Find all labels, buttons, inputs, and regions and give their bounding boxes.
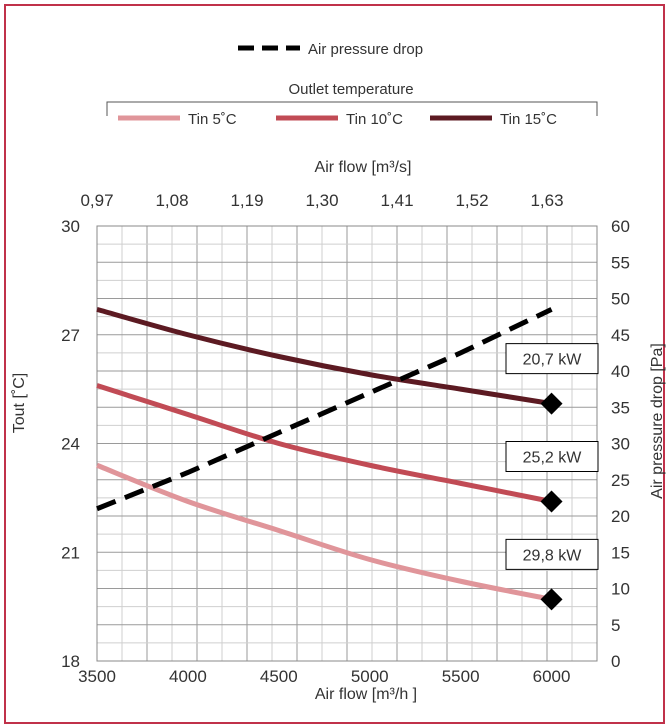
y2-tick-label: 60 [611, 217, 630, 236]
x2-tick-label: 1,08 [155, 191, 188, 210]
annotation-label: 20,7 kW [523, 352, 583, 369]
y2-tick-label: 35 [611, 398, 630, 417]
annotation-label: 25,2 kW [523, 450, 583, 467]
y2-tick-label: 10 [611, 580, 630, 599]
y-tick-label: 27 [61, 326, 80, 345]
y2-tick-label: 20 [611, 507, 630, 526]
y2-tick-label: 0 [611, 652, 620, 671]
x2-tick-label: 1,41 [380, 191, 413, 210]
legend-item-label: Tin 15˚C [500, 111, 557, 128]
y2-tick-label: 15 [611, 543, 630, 562]
legend-group-bracket [106, 101, 598, 116]
series-line [96, 383, 553, 504]
x2-tick-label: 1,30 [305, 191, 338, 210]
y-tick-label: 18 [61, 652, 80, 671]
legend-items: Tin 5˚C Tin 10˚C Tin 15˚C [118, 111, 557, 128]
x2-axis-title: Air flow [m³/s] [315, 159, 412, 176]
legend-item-label: Tin 10˚C [346, 111, 403, 128]
legend-item-label: Tin 5˚C [188, 111, 237, 128]
y-tick-label: 30 [61, 217, 80, 236]
annotations: 20,7 kW 25,2 kW 29,8 kW [505, 343, 599, 611]
y2-tick-label: 55 [611, 253, 630, 272]
x2-tick-label: 0,97 [80, 191, 113, 210]
y-tick-label: 21 [61, 543, 80, 562]
annotation-box [505, 343, 599, 375]
y2-tick-label: 40 [611, 362, 630, 381]
x2-tick-label: 1,63 [530, 191, 563, 210]
x-tick-label: 3500 [78, 667, 116, 686]
x-tick-label: 4000 [169, 667, 207, 686]
chart-frame: Air pressure drop Outlet temperature Tin… [4, 4, 666, 724]
x-tick-label: 5000 [351, 667, 389, 686]
x2-tick-label: 1,52 [455, 191, 488, 210]
series-line [96, 306, 552, 407]
outlet-temperature-chart: Air pressure drop Outlet temperature Tin… [11, 41, 666, 703]
y2-tick-label: 50 [611, 290, 630, 309]
annotation-marker [540, 588, 563, 611]
annotation-box [505, 441, 599, 472]
x-axis-title: Air flow [m³/h ] [315, 686, 417, 703]
y2-tick-label: 5 [611, 616, 620, 635]
legend-group-title: Outlet temperature [288, 81, 413, 98]
annotation-marker [540, 490, 563, 513]
grid [97, 226, 597, 661]
x-tick-label: 5500 [442, 667, 480, 686]
y2-tick-label: 45 [611, 326, 630, 345]
annotation-box [505, 538, 599, 570]
series-lines [96, 306, 553, 602]
y-axis-title: Tout [˚C] [11, 373, 28, 433]
annotation-label: 29,8 kW [523, 547, 583, 564]
x2-tick-label: 1,19 [230, 191, 263, 210]
series-line [96, 462, 553, 602]
x-tick-label: 4500 [260, 667, 298, 686]
legend-pressure-drop-label: Air pressure drop [308, 41, 423, 58]
y2-tick-label: 30 [611, 435, 630, 454]
series-line [96, 307, 553, 512]
annotation-marker [540, 392, 563, 415]
y2-axis-title: Air pressure drop [Pa] [649, 343, 666, 499]
x-tick-label: 6000 [533, 667, 571, 686]
y-tick-label: 24 [61, 435, 80, 454]
y2-tick-label: 25 [611, 471, 630, 490]
